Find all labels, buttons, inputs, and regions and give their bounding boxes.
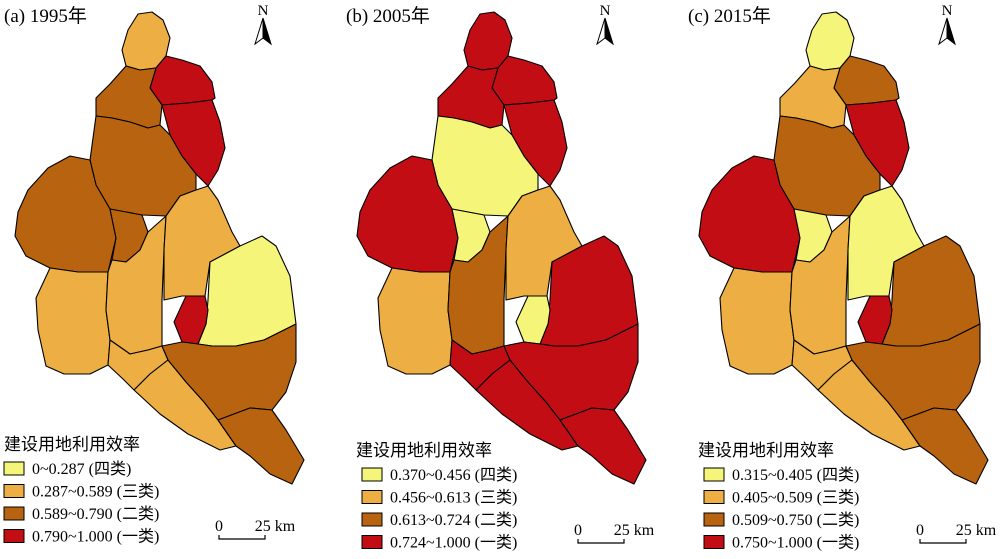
legend-swatch bbox=[703, 512, 725, 527]
district-map bbox=[14, 11, 305, 485]
district-east-enclave bbox=[857, 295, 893, 345]
district-north-east bbox=[833, 55, 900, 106]
scale-label: 25 km bbox=[614, 522, 655, 539]
map-panel-2005: (b) 2005年 N 建设用地利用效率 0.370~0.456 (四类) 0.456~… bbox=[346, 3, 655, 552]
legend-swatch bbox=[3, 506, 25, 521]
legend-swatch bbox=[3, 529, 25, 543]
legend-item-label: 0.750~1.000 (一类) bbox=[732, 534, 859, 552]
district-south-east bbox=[503, 323, 639, 421]
district-center-middle bbox=[447, 215, 509, 355]
legend-swatch bbox=[703, 467, 725, 482]
scale-zero: 0 bbox=[215, 518, 223, 535]
legend-swatch bbox=[361, 490, 383, 504]
scale-bar: 0 25 km bbox=[916, 522, 997, 544]
legend-item-label: 0.456~0.613 (三类) bbox=[390, 489, 517, 507]
map-panel-1995: (a) 1995年 N 建设用地利用效率 0~0.287 (四类) 0.287~0.58… bbox=[3, 3, 305, 546]
legend-title: 建设用地利用效率 bbox=[356, 441, 492, 460]
north-arrow-icon bbox=[596, 17, 614, 45]
district-center-middle bbox=[789, 215, 851, 355]
scale-label: 25 km bbox=[255, 518, 296, 535]
legend-swatch bbox=[3, 484, 25, 498]
legend-item-label: 0.509~0.750 (二类) bbox=[732, 511, 859, 529]
scale-label: 25 km bbox=[956, 522, 997, 539]
district-southmost bbox=[559, 407, 647, 485]
scale-zero: 0 bbox=[916, 522, 924, 539]
north-arrow-icon bbox=[254, 17, 272, 45]
legend-swatch bbox=[703, 490, 725, 504]
north-label: N bbox=[600, 3, 611, 19]
district-south-east bbox=[845, 323, 981, 421]
district-south-west bbox=[377, 267, 453, 375]
district-south-east bbox=[161, 323, 297, 421]
legend-title: 建设用地利用效率 bbox=[4, 435, 140, 454]
district-east-enclave bbox=[515, 295, 551, 345]
legend-swatch bbox=[361, 535, 383, 549]
legend-item-label: 0.724~1.000 (一类) bbox=[390, 534, 517, 552]
district-south-west bbox=[719, 267, 795, 375]
district-south-west bbox=[35, 267, 111, 375]
legend-item-label: 0.287~0.589 (三类) bbox=[32, 483, 159, 501]
scale-zero: 0 bbox=[574, 522, 582, 539]
legend-item-label: 0.589~0.790 (二类) bbox=[32, 505, 159, 523]
scale-bar-line bbox=[919, 539, 967, 544]
legend-item-label: 0~0.287 (四类) bbox=[32, 460, 131, 478]
scale-bar-line bbox=[577, 539, 625, 544]
north-arrow-icon bbox=[938, 17, 956, 45]
district-southmost bbox=[217, 407, 305, 485]
district-north-east bbox=[491, 55, 558, 106]
scale-bar: 0 25 km bbox=[215, 518, 296, 540]
legend-item-label: 0.405~0.509 (三类) bbox=[732, 489, 859, 507]
legend-item-label: 0.790~1.000 (一类) bbox=[32, 528, 159, 546]
district-center-middle bbox=[105, 215, 167, 355]
district-north-east bbox=[149, 55, 216, 106]
legend-item-label: 0.315~0.405 (四类) bbox=[732, 466, 859, 484]
district-map bbox=[356, 11, 647, 485]
legend-title: 建设用地利用效率 bbox=[698, 441, 834, 460]
north-label: N bbox=[942, 3, 953, 19]
legend-swatch bbox=[361, 512, 383, 527]
panel-title: (a) 1995年 bbox=[4, 5, 87, 27]
district-map bbox=[698, 11, 989, 485]
legend-item-label: 0.613~0.724 (二类) bbox=[390, 511, 517, 529]
north-label: N bbox=[258, 3, 269, 19]
district-east-enclave bbox=[173, 295, 209, 345]
panel-title: (b) 2005年 bbox=[346, 5, 430, 27]
legend-item-label: 0.370~0.456 (四类) bbox=[390, 466, 517, 484]
legend-swatch bbox=[3, 461, 25, 476]
legend: 建设用地利用效率 0.315~0.405 (四类) 0.405~0.509 (三类)… bbox=[698, 441, 859, 552]
legend: 建设用地利用效率 0~0.287 (四类) 0.287~0.589 (三类) 0.58… bbox=[3, 435, 159, 546]
scale-bar: 0 25 km bbox=[574, 522, 655, 544]
panel-title: (c) 2015年 bbox=[688, 5, 771, 27]
scale-bar-line bbox=[218, 535, 266, 540]
legend-swatch bbox=[361, 467, 383, 482]
legend-swatch bbox=[703, 535, 725, 549]
map-panel-2015: (c) 2015年 N 建设用地利用效率 0.315~0.405 (四类) 0.405~… bbox=[688, 3, 997, 552]
district-southmost bbox=[901, 407, 989, 485]
legend: 建设用地利用效率 0.370~0.456 (四类) 0.456~0.613 (三类)… bbox=[356, 441, 517, 552]
